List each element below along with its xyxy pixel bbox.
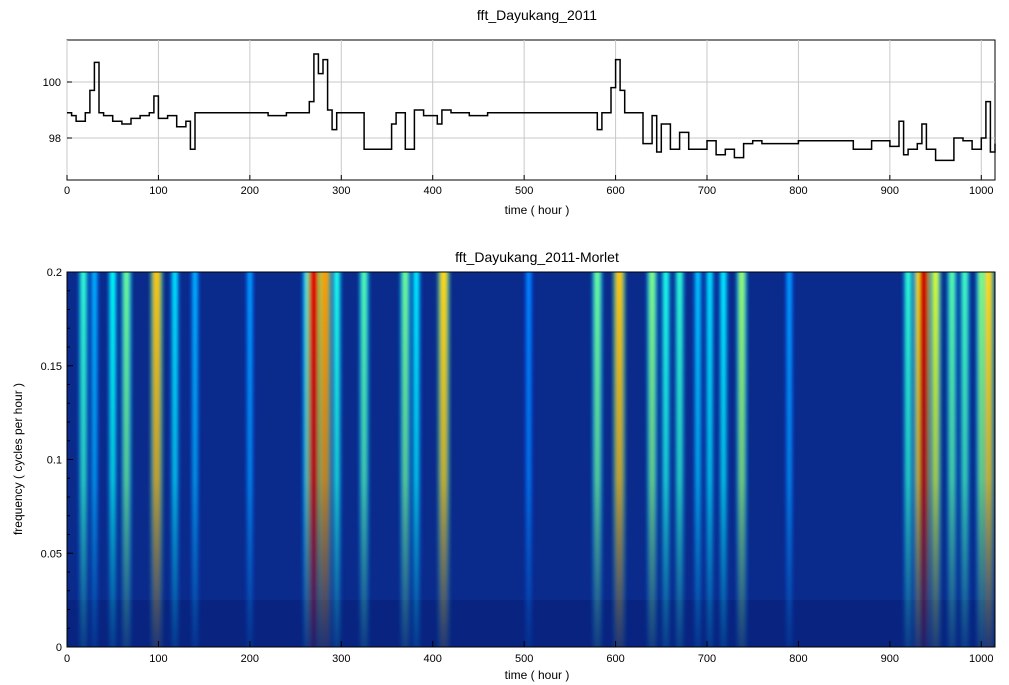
x-tick-label: 200 [241, 653, 259, 665]
x-tick-label: 400 [424, 185, 442, 197]
line-x-axis-label: time ( hour ) [505, 203, 570, 217]
heatmap-band [594, 272, 600, 647]
heatmap-band [962, 272, 968, 647]
heatmap-band [919, 272, 928, 647]
heatmap-band [92, 272, 97, 647]
x-tick-label: 800 [789, 653, 807, 665]
heatmap-band [321, 272, 329, 647]
heatmap-band [310, 272, 318, 647]
heatmap-y-ticks: 0 0.05 0.1 0.15 0.2 [41, 267, 73, 654]
y-tick-label: 0 [56, 642, 62, 654]
x-tick-label: 900 [881, 185, 899, 197]
heatmap-title: fft_Dayukang_2011-Morlet [455, 249, 619, 265]
y-tick-label: 98 [49, 133, 61, 145]
heatmap-band [153, 272, 160, 647]
heatmap-x-ticks: 0 100 200 300 400 500 600 700 800 900 1000 [64, 641, 994, 665]
heatmap-band [787, 272, 792, 647]
x-tick-label: 800 [789, 185, 807, 197]
heatmap-band [978, 272, 985, 647]
heatmap-band [707, 272, 713, 647]
x-tick-label: 600 [606, 185, 624, 197]
heatmap-band [677, 272, 683, 647]
x-tick-label: 600 [606, 653, 624, 665]
heatmap-band [402, 272, 408, 647]
line-grid [66, 40, 995, 180]
line-chart: fft_Dayukang_2011 0 100 200 300 400 500 600 700… [43, 7, 996, 217]
heatmap-band [440, 272, 447, 647]
heatmap-band [738, 272, 745, 647]
x-tick-label: 200 [241, 185, 259, 197]
heatmap-x-axis-label: time ( hour ) [505, 668, 570, 682]
heatmap-band [110, 272, 116, 647]
x-tick-label: 0 [64, 653, 70, 665]
heatmap-band [526, 272, 531, 647]
line-plot-area [66, 39, 996, 181]
heatmap-band [172, 272, 178, 647]
heatmap-band [649, 272, 655, 647]
heatmap-band [334, 272, 340, 647]
heatmap-band [616, 272, 623, 647]
series-line [67, 53, 996, 162]
heatmap-band [413, 272, 419, 647]
heatmap-band [361, 272, 367, 647]
line-x-ticks: 0 100 200 300 400 500 600 700 800 900 1000 [64, 175, 994, 197]
x-tick-label: 900 [881, 653, 899, 665]
x-tick-label: 1000 [969, 185, 993, 197]
x-tick-label: 700 [698, 185, 716, 197]
heatmap-band [192, 272, 198, 647]
x-tick-label: 400 [424, 653, 442, 665]
x-tick-label: 100 [149, 185, 167, 197]
y-tick-label: 0.05 [41, 548, 62, 560]
heatmap-chart: fft_Dayukang_2011-Morlet 0 100 200 300 400 50… [11, 249, 996, 682]
y-tick-label: 0.1 [47, 455, 62, 467]
heatmap-y-axis-label: frequency ( cycles per hour ) [11, 383, 25, 535]
heatmap-band [932, 272, 939, 647]
heatmap-band [123, 272, 130, 647]
x-tick-label: 100 [149, 653, 167, 665]
x-tick-label: 700 [698, 653, 716, 665]
heatmap-band [905, 272, 911, 647]
x-tick-label: 0 [64, 185, 70, 197]
y-tick-label: 0.15 [41, 361, 62, 373]
y-tick-label: 100 [43, 77, 61, 89]
x-tick-label: 1000 [969, 653, 993, 665]
line-chart-title: fft_Dayukang_2011 [477, 7, 597, 23]
x-tick-label: 500 [515, 185, 533, 197]
x-tick-label: 300 [332, 653, 350, 665]
y-tick-label: 0.2 [47, 267, 62, 279]
heatmap-band [80, 272, 87, 647]
heatmap-band [695, 272, 701, 647]
x-tick-label: 300 [332, 185, 350, 197]
heatmap-band [949, 272, 955, 647]
heatmap-band [663, 272, 669, 647]
heatmap-band [985, 272, 992, 647]
x-tick-label: 500 [515, 653, 533, 665]
heatmap-bands [78, 272, 995, 647]
line-y-ticks: 98 100 [43, 77, 72, 145]
heatmap-band [721, 272, 726, 647]
heatmap-band [247, 272, 253, 647]
